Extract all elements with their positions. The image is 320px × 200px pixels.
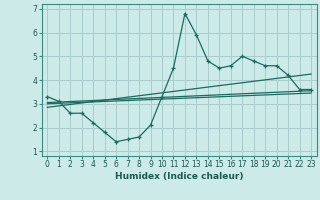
X-axis label: Humidex (Indice chaleur): Humidex (Indice chaleur) xyxy=(115,172,244,181)
